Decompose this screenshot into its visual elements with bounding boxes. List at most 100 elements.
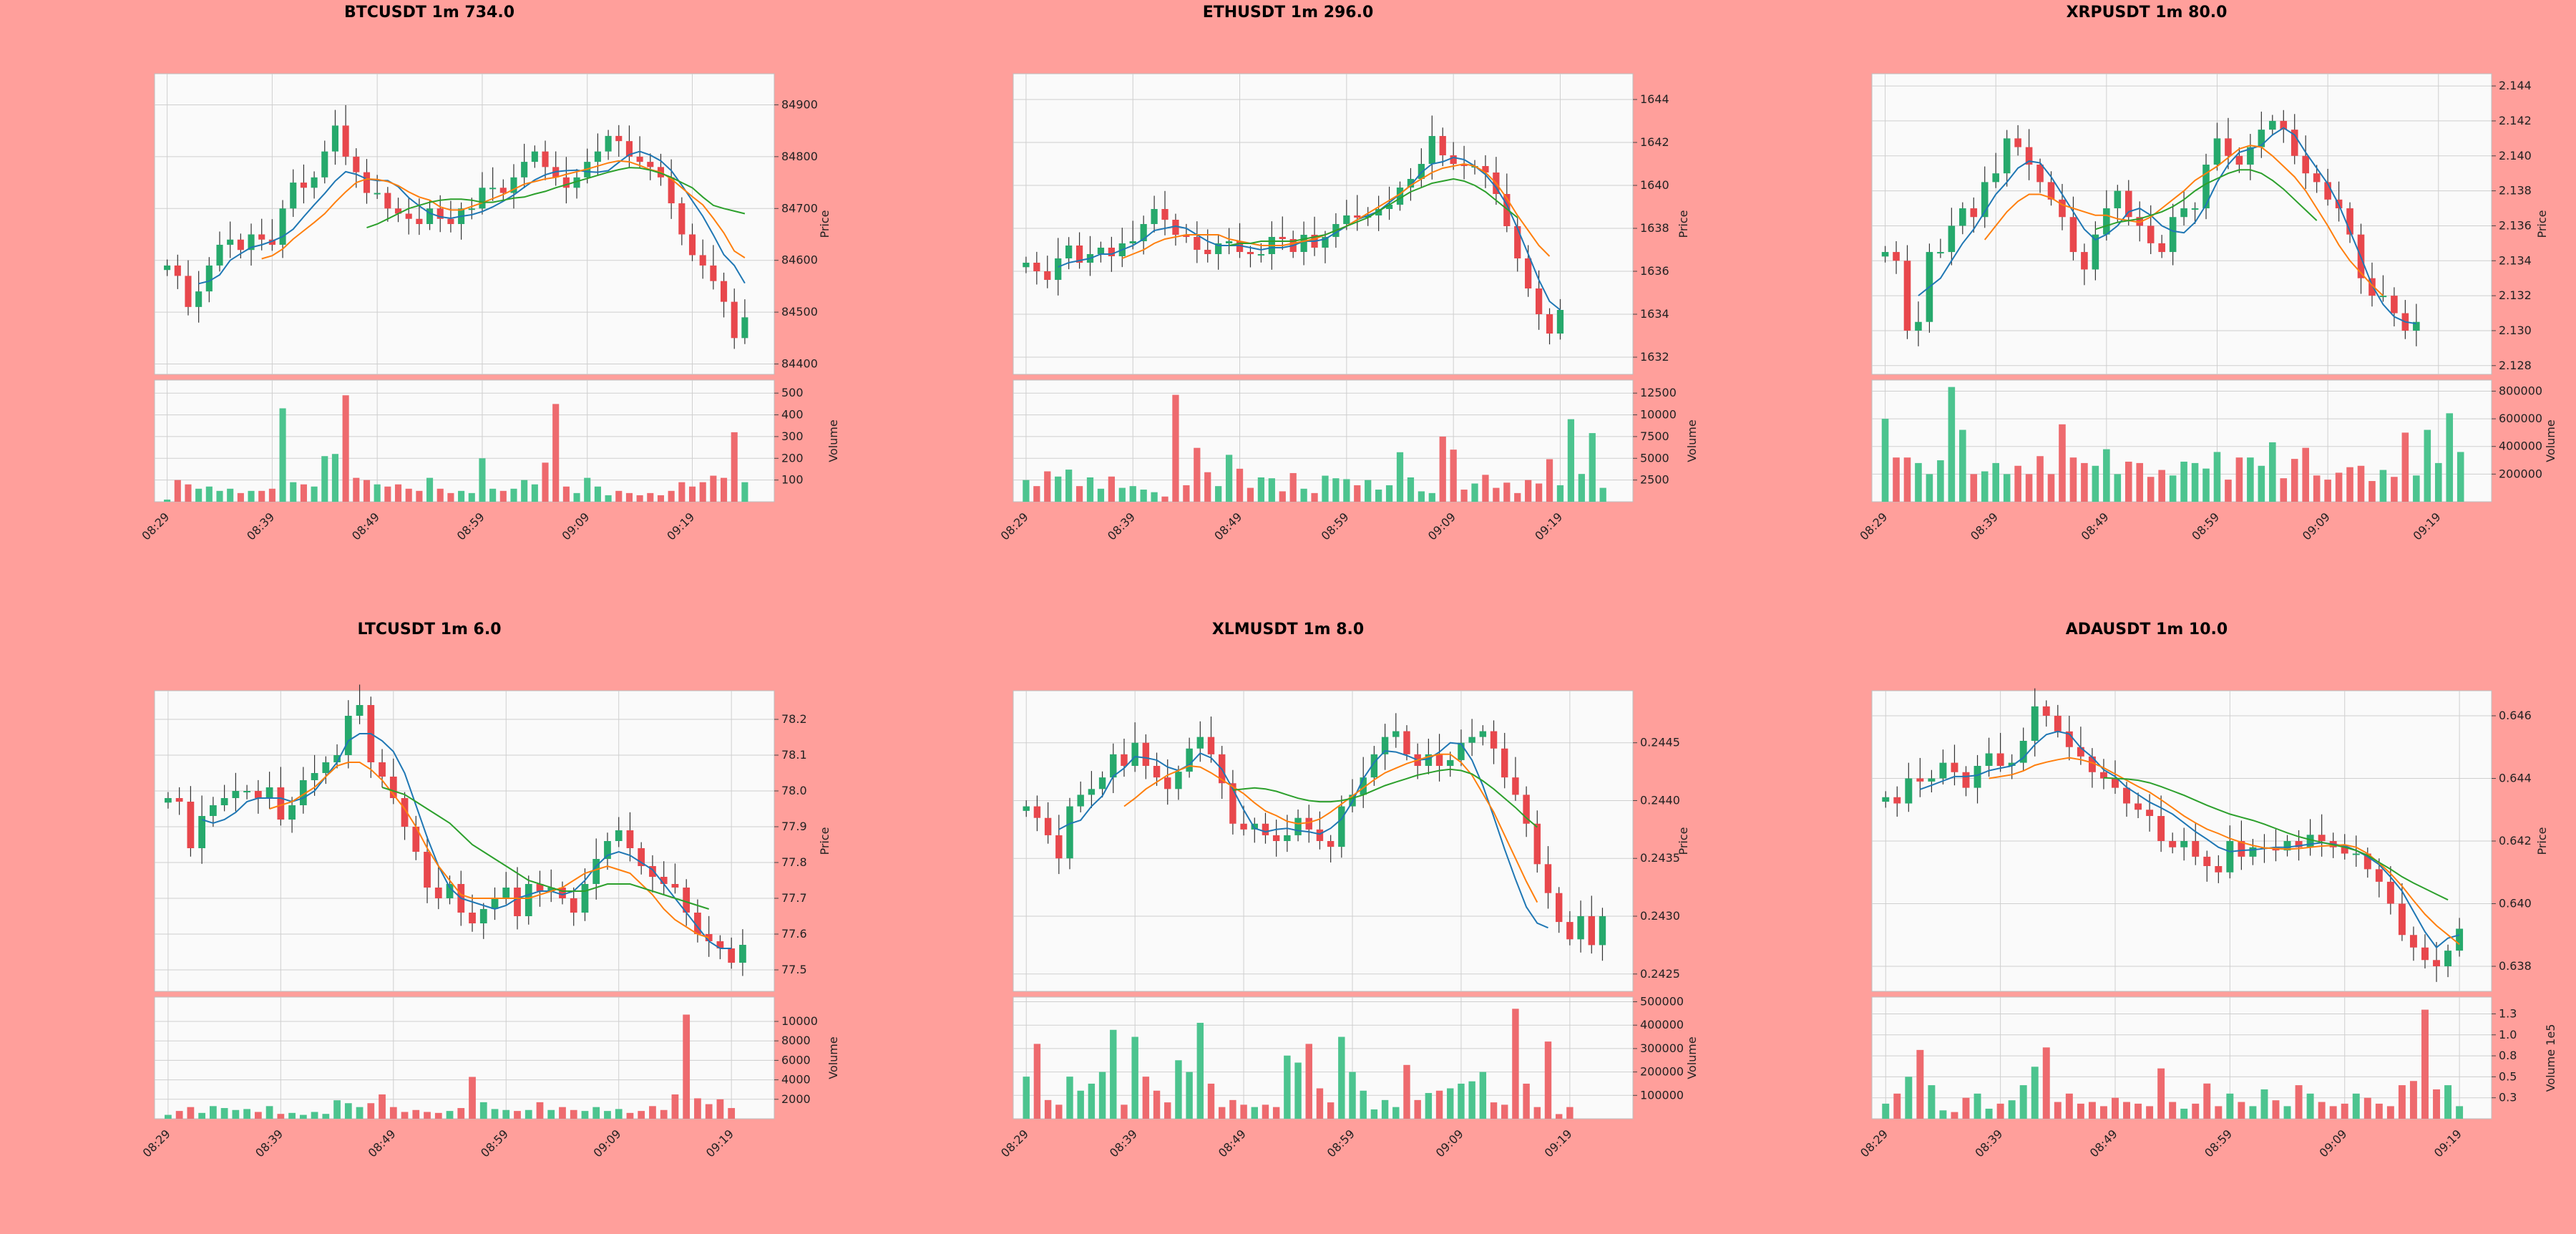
volume-bar	[1567, 419, 1575, 502]
candle-up	[615, 830, 623, 841]
x-tick-label: 08:29	[998, 1127, 1031, 1160]
volume-bar	[728, 1108, 736, 1119]
volume-bar	[248, 490, 255, 502]
candle-down	[1033, 806, 1041, 818]
candle-up	[1215, 243, 1222, 254]
candle-up	[279, 208, 286, 245]
candle-up	[525, 884, 532, 916]
x-tick-label: 08:39	[1972, 1127, 2005, 1160]
candle-up	[1294, 817, 1302, 835]
candle-down	[2147, 225, 2155, 243]
candle-down	[720, 281, 728, 302]
price-tick-label: 2.138	[2499, 184, 2532, 198]
candle-down	[2192, 841, 2200, 857]
candle-up	[2283, 841, 2291, 851]
candle-down	[2014, 138, 2021, 147]
candle-down	[1183, 235, 1190, 237]
volume-tick-label: 800000	[2499, 384, 2542, 397]
volume-axis-label: Volume	[2544, 419, 2557, 462]
chart-title: ETHUSDT 1m 296.0	[1203, 4, 1374, 21]
volume-tick-label: 10000	[1640, 408, 1677, 422]
price-tick-label: 0.2435	[1640, 851, 1680, 865]
candle-down	[1893, 797, 1901, 804]
volume-axis-label: Volume	[826, 419, 840, 462]
candle-up	[220, 798, 228, 805]
candle-down	[268, 239, 275, 245]
volume-bar	[1098, 1072, 1106, 1119]
volume-bar	[412, 1109, 420, 1119]
x-tick-label: 09:09	[1425, 510, 1458, 543]
price-tick-label: 1634	[1640, 307, 1669, 321]
volume-bar	[1033, 486, 1040, 502]
volume-bar	[2036, 456, 2044, 502]
volume-bar	[1332, 478, 1340, 502]
price-axis-label: Price	[2535, 210, 2549, 238]
candle-down	[2069, 217, 2077, 253]
volume-bar	[1512, 1009, 1519, 1119]
candle-up	[1381, 737, 1389, 754]
candle-up	[592, 859, 600, 884]
volume-bar	[2280, 478, 2288, 502]
volume-bar	[1435, 1090, 1443, 1119]
volume-bar	[2146, 1106, 2154, 1119]
candle-up	[2169, 217, 2177, 253]
volume-bar	[2180, 1108, 2188, 1119]
candle-down	[2363, 853, 2371, 870]
volume-bar	[705, 1104, 713, 1119]
volume-bar	[525, 1109, 532, 1119]
volume-bar	[1343, 479, 1350, 502]
volume-bar	[1482, 475, 1489, 502]
volume-bar	[2434, 462, 2442, 502]
volume-bar	[1225, 455, 1233, 502]
candle-up	[1088, 789, 1096, 795]
candle-down	[2215, 866, 2223, 873]
candle-up	[1365, 215, 1372, 218]
candle-up	[479, 909, 487, 923]
candle-down	[1951, 762, 1958, 772]
candle-down	[258, 234, 265, 240]
candle-up	[1959, 208, 1966, 226]
price-axis-label: Price	[2535, 827, 2549, 855]
candle-up	[2019, 741, 2027, 763]
candle-down	[542, 151, 549, 167]
candle-down	[2235, 155, 2243, 165]
candle-up	[248, 234, 255, 251]
candle-up	[198, 816, 206, 848]
candle-down	[625, 141, 633, 157]
candle-up	[547, 888, 555, 891]
volume-panel	[154, 996, 775, 1119]
volume-bar	[2202, 468, 2210, 502]
price-tick-label: 2.132	[2499, 288, 2532, 302]
candle-down	[1555, 893, 1563, 923]
candle-down	[570, 898, 577, 913]
volume-bar	[1354, 485, 1361, 502]
volume-bar	[2008, 1100, 2016, 1119]
candle-up	[2247, 147, 2254, 165]
volume-bar	[1450, 450, 1457, 502]
volume-bar	[1375, 490, 1382, 502]
volume-bar	[510, 488, 517, 502]
candle-down	[1229, 783, 1236, 824]
volume-bar	[1284, 1055, 1291, 1119]
candle-up	[2180, 208, 2187, 218]
candle-down	[2047, 182, 2055, 200]
volume-bar	[1110, 1029, 1117, 1119]
candle-up	[1023, 806, 1030, 811]
volume-bar	[514, 1111, 521, 1119]
volume-tick-label: 200000	[2499, 467, 2542, 480]
volume-bar	[1970, 474, 1978, 502]
volume-bar	[2272, 1100, 2280, 1119]
volume-bar	[720, 477, 728, 502]
volume-bar	[1523, 1083, 1530, 1119]
moving-average-mid	[1123, 753, 1538, 903]
volume-bar	[1183, 485, 1190, 502]
candle-down	[2065, 731, 2073, 747]
volume-bar	[288, 1112, 296, 1119]
price-tick-label: 0.638	[2499, 959, 2532, 973]
volume-panel	[154, 379, 775, 502]
candle-up	[2269, 120, 2276, 130]
candle-up	[479, 188, 486, 209]
candle-up	[1981, 182, 1989, 218]
volume-bar	[1186, 1072, 1193, 1119]
candle-down	[1435, 754, 1443, 766]
